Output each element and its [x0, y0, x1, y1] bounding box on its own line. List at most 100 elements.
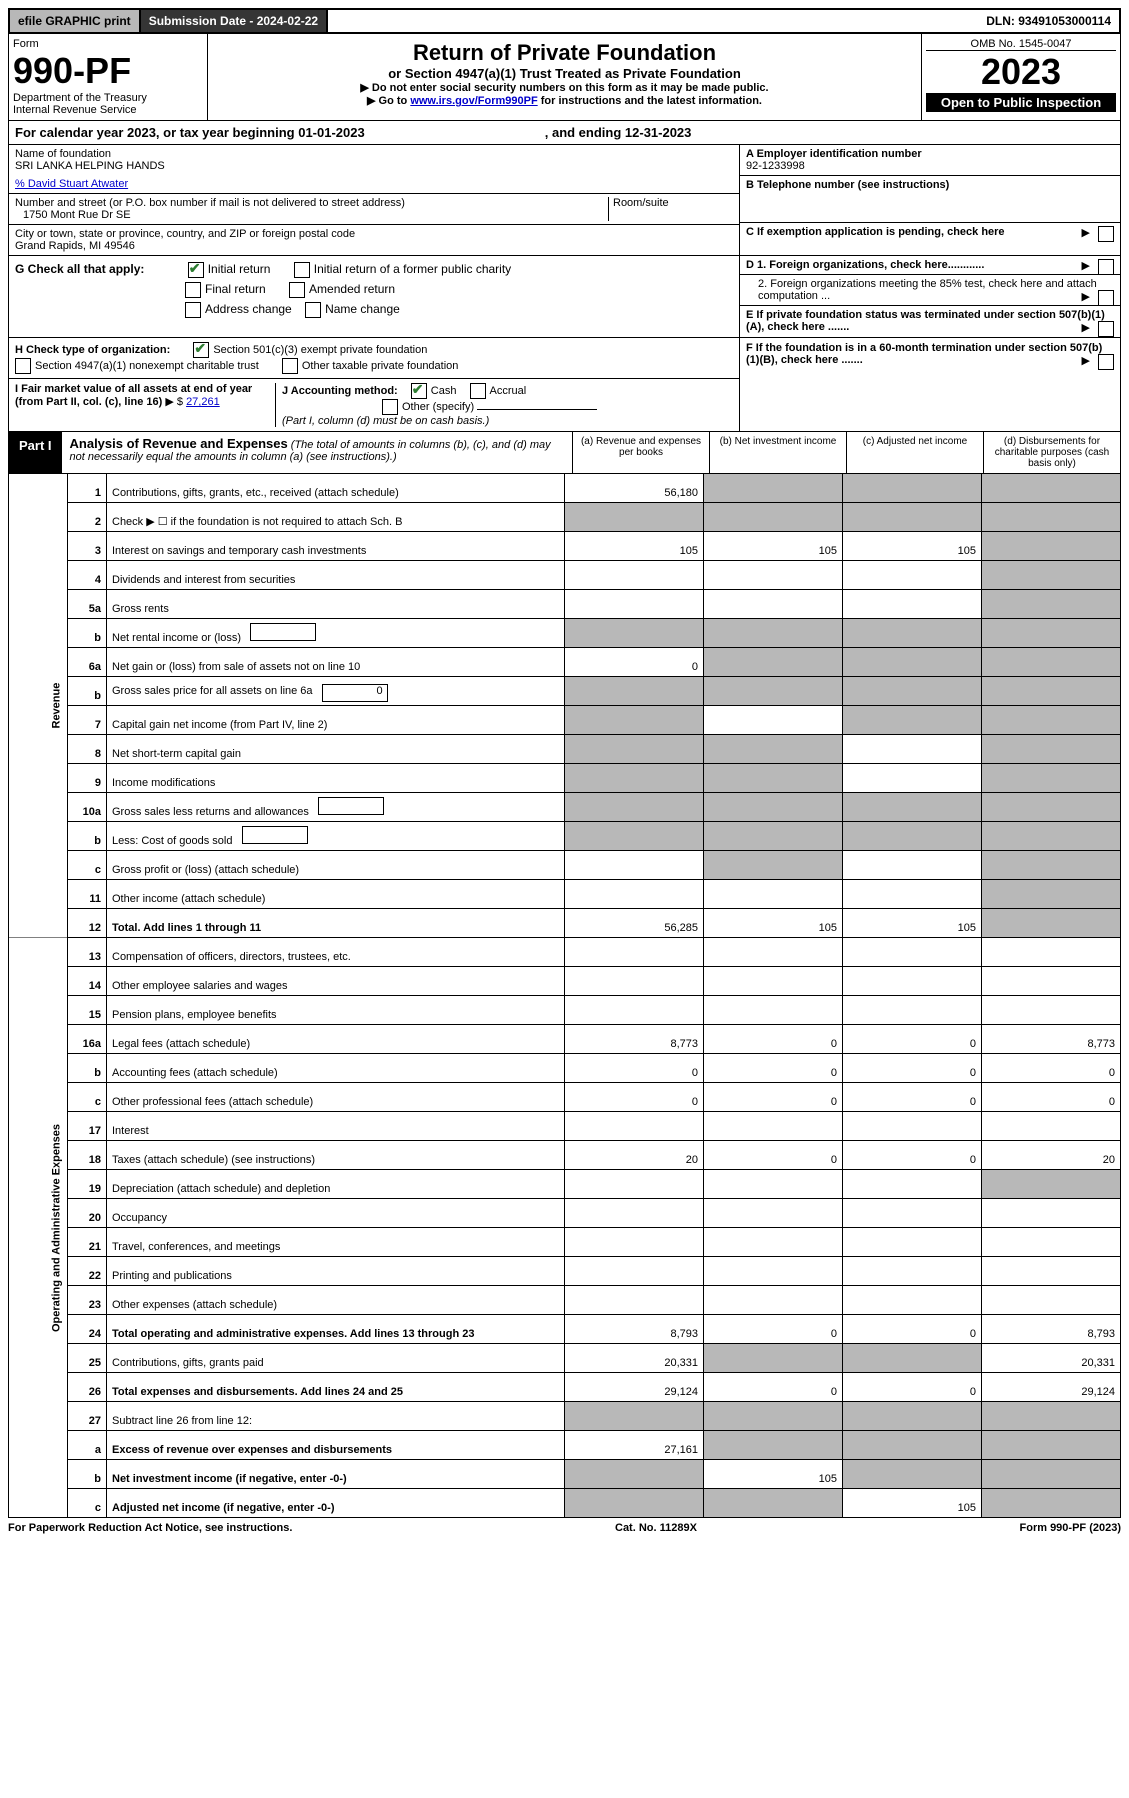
hij-block: H Check type of organization: Section 50…: [8, 338, 1121, 432]
fmv-link[interactable]: 27,261: [186, 396, 220, 408]
c-label: C If exemption application is pending, c…: [746, 226, 1005, 238]
line-desc: Interest: [107, 1112, 565, 1141]
amount-cell: [843, 474, 982, 503]
col-a-header: (a) Revenue and expenses per books: [573, 432, 710, 473]
line-desc: Adjusted net income (if negative, enter …: [107, 1489, 565, 1518]
line-number: 12: [68, 909, 107, 938]
line-number: 20: [68, 1199, 107, 1228]
amount-cell: [565, 1460, 704, 1489]
amount-cell: 29,124: [565, 1373, 704, 1402]
chk-name-change[interactable]: [305, 302, 321, 318]
dept: Department of the Treasury: [13, 92, 203, 104]
opt-other-taxable: Other taxable private foundation: [302, 360, 459, 372]
chk-amended[interactable]: [289, 282, 305, 298]
amount-cell: [982, 532, 1121, 561]
line-desc: Gross rents: [107, 590, 565, 619]
amount-cell: [982, 1402, 1121, 1431]
d1-checkbox[interactable]: [1098, 259, 1114, 275]
amount-cell: [843, 851, 982, 880]
line-desc: Gross sales price for all assets on line…: [107, 677, 565, 706]
chk-other-taxable[interactable]: [282, 358, 298, 374]
chk-4947[interactable]: [15, 358, 31, 374]
chk-initial-return[interactable]: [188, 262, 204, 278]
line-desc: Capital gain net income (from Part IV, l…: [107, 706, 565, 735]
instr-1: ▶ Do not enter social security numbers o…: [214, 81, 915, 94]
amount-cell: [565, 880, 704, 909]
e-label: E If private foundation status was termi…: [746, 309, 1105, 333]
amount-cell: [704, 1112, 843, 1141]
opt-initial-former: Initial return of a former public charit…: [314, 262, 511, 276]
amount-cell: 0: [843, 1141, 982, 1170]
amount-cell: [704, 590, 843, 619]
amount-cell: 27,161: [565, 1431, 704, 1460]
amount-cell: [704, 851, 843, 880]
d2-checkbox[interactable]: [1098, 290, 1114, 306]
col-d-header: (d) Disbursements for charitable purpose…: [984, 432, 1120, 473]
amount-cell: 56,180: [565, 474, 704, 503]
chk-other-method[interactable]: [382, 399, 398, 415]
amount-cell: 8,773: [565, 1025, 704, 1054]
line-desc: Other professional fees (attach schedule…: [107, 1083, 565, 1112]
c-checkbox[interactable]: [1098, 226, 1114, 242]
amount-cell: 20: [565, 1141, 704, 1170]
line-number: 23: [68, 1286, 107, 1315]
amount-cell: [982, 474, 1121, 503]
amount-cell: [565, 938, 704, 967]
chk-accrual[interactable]: [470, 383, 486, 399]
chk-address-change[interactable]: [185, 302, 201, 318]
amount-cell: [843, 1460, 982, 1489]
line-desc: Income modifications: [107, 764, 565, 793]
e-checkbox[interactable]: [1098, 321, 1114, 337]
amount-cell: 20,331: [565, 1344, 704, 1373]
care-of-link[interactable]: % David Stuart Atwater: [15, 178, 128, 190]
amount-cell: [982, 561, 1121, 590]
line-number: 18: [68, 1141, 107, 1170]
footer: For Paperwork Reduction Act Notice, see …: [8, 1518, 1121, 1534]
amount-cell: 20,331: [982, 1344, 1121, 1373]
line-number: b: [68, 1460, 107, 1489]
amount-cell: 8,773: [982, 1025, 1121, 1054]
line-number: 22: [68, 1257, 107, 1286]
submission-date: Submission Date - 2024-02-22: [141, 10, 328, 32]
amount-cell: [565, 996, 704, 1025]
arrow-icon: ▶: [1082, 290, 1090, 303]
amount-cell: [982, 996, 1121, 1025]
instr-2-post: for instructions and the latest informat…: [538, 95, 762, 107]
name-label: Name of foundation: [15, 148, 733, 160]
line-number: 4: [68, 561, 107, 590]
amount-cell: [704, 764, 843, 793]
amount-cell: [565, 1228, 704, 1257]
line-number: 5a: [68, 590, 107, 619]
line-number: b: [68, 677, 107, 706]
form-link[interactable]: www.irs.gov/Form990PF: [410, 95, 537, 107]
d2-label: 2. Foreign organizations meeting the 85%…: [758, 278, 1097, 302]
amount-cell: 0: [565, 1054, 704, 1083]
line-desc: Net gain or (loss) from sale of assets n…: [107, 648, 565, 677]
instr-2-pre: ▶ Go to: [367, 95, 410, 107]
amount-cell: 0: [704, 1083, 843, 1112]
amount-cell: [704, 648, 843, 677]
amount-cell: [982, 1228, 1121, 1257]
amount-cell: [843, 996, 982, 1025]
line-number: 24: [68, 1315, 107, 1344]
chk-initial-former[interactable]: [294, 262, 310, 278]
amount-cell: 20: [982, 1141, 1121, 1170]
cy-begin: For calendar year 2023, or tax year begi…: [15, 125, 365, 140]
efile-print-button[interactable]: efile GRAPHIC print: [10, 10, 141, 32]
chk-final-return[interactable]: [185, 282, 201, 298]
identity-block: Name of foundation SRI LANKA HELPING HAN…: [8, 145, 1121, 256]
opt-accrual: Accrual: [490, 385, 527, 397]
amount-cell: [704, 474, 843, 503]
line-number: a: [68, 1431, 107, 1460]
footer-right: Form 990-PF (2023): [1020, 1522, 1122, 1534]
amount-cell: [843, 967, 982, 996]
chk-cash[interactable]: [411, 383, 427, 399]
amount-cell: 105: [704, 909, 843, 938]
amount-cell: [704, 1257, 843, 1286]
line-desc: Net rental income or (loss): [107, 619, 565, 648]
opt-amended: Amended return: [309, 282, 395, 296]
line-desc: Depreciation (attach schedule) and deple…: [107, 1170, 565, 1199]
amount-cell: [982, 1257, 1121, 1286]
chk-501c3[interactable]: [193, 342, 209, 358]
f-checkbox[interactable]: [1098, 354, 1114, 370]
